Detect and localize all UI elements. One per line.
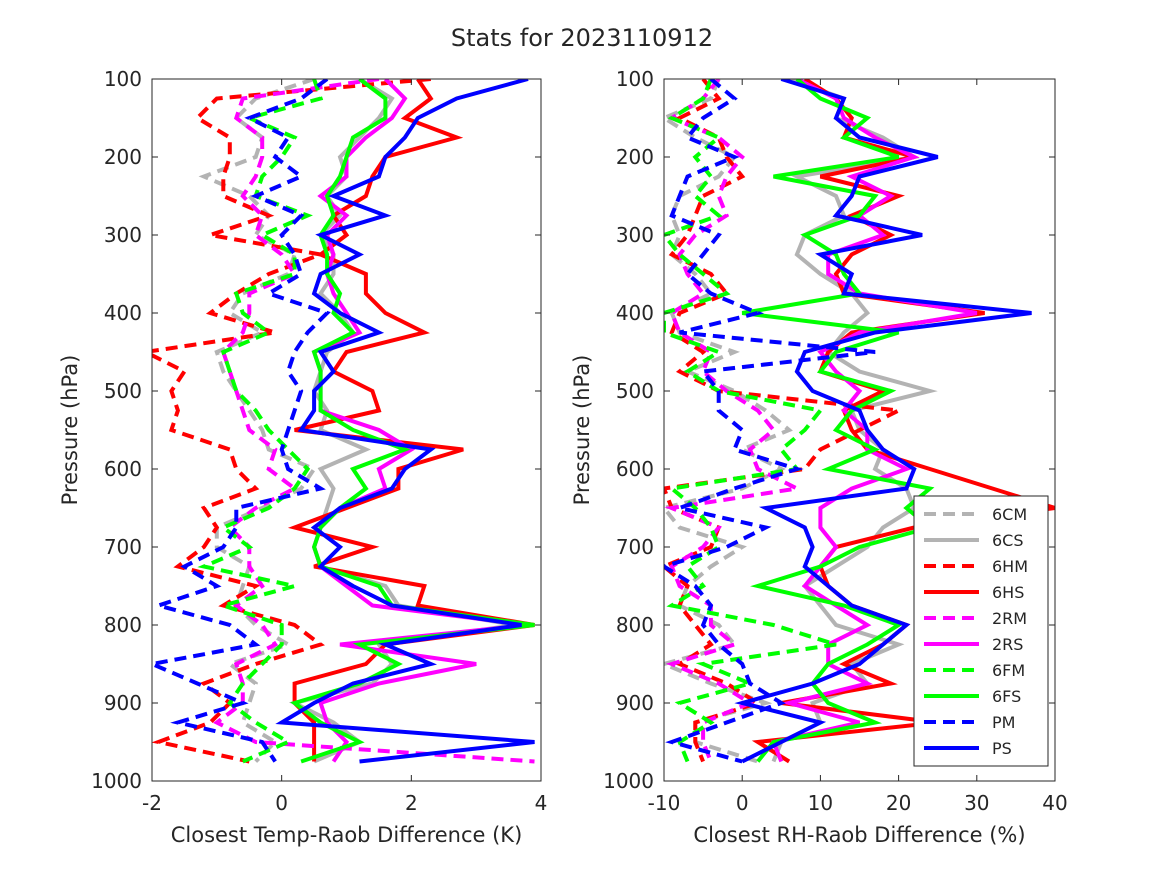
series-line-6fs — [741, 79, 935, 763]
legend-label: 6CM — [992, 505, 1027, 524]
y-tick-label: 200 — [616, 145, 654, 169]
legend-item-pm: PM — [924, 713, 1015, 732]
axes-box — [663, 78, 1056, 782]
series-line-2rs — [770, 79, 978, 763]
series-lines — [152, 79, 535, 764]
legend: 6CM 6CS 6HM 6HS 2RM 2RS 6FM 6FS PM PS — [913, 495, 1049, 767]
series-line-pm — [152, 79, 331, 763]
x-tick-label: -10 — [648, 791, 681, 815]
legend-label: PM — [992, 713, 1015, 732]
y-tick-label: 200 — [104, 145, 142, 169]
y-tick-label: 1000 — [603, 769, 654, 793]
legend-label: 2RM — [992, 609, 1027, 628]
axes-box — [151, 78, 542, 782]
y-tick-label: 700 — [104, 535, 142, 559]
legend-label: 6HS — [992, 583, 1024, 602]
legend-item-6hm: 6HM — [924, 557, 1028, 576]
legend-item-2rm: 2RM — [924, 609, 1027, 628]
rh-difference-plot: -10 0 10 20 30 40 100 200 300 400 500 600 700 800 900 1… — [570, 67, 1068, 847]
y-tick-label: 100 — [616, 67, 654, 91]
legend-label: 6CS — [992, 531, 1024, 550]
series-line-6hm — [664, 79, 906, 763]
y-tick-label: 300 — [616, 223, 654, 247]
legend-item-6cm: 6CM — [924, 505, 1027, 524]
y-tick-label: 400 — [104, 301, 142, 325]
x-tick-label: 30 — [964, 791, 989, 815]
x-tick-label: 40 — [1042, 791, 1067, 815]
y-tick-label: 600 — [104, 457, 142, 481]
y-axis-label: Pressure (hPa) — [570, 355, 594, 506]
y-tick-label: 800 — [616, 613, 654, 637]
temp-difference-plot: -2 0 2 4 100 200 300 400 500 600 700 800 900 1000 Clos… — [58, 67, 547, 847]
series-line-6fs — [290, 79, 535, 764]
legend-label: 6FM — [992, 661, 1025, 680]
series-line-ps — [275, 79, 535, 764]
legend-item-ps: PS — [924, 739, 1012, 758]
series-lines — [664, 79, 1055, 764]
y-tick-label: 700 — [616, 535, 654, 559]
x-axis-label: Closest Temp-Raob Difference (K) — [171, 823, 523, 847]
x-tick-label: -2 — [142, 791, 162, 815]
y-tick-label: 300 — [104, 223, 142, 247]
x-tick-label: 0 — [275, 791, 288, 815]
series-line-2rm — [213, 79, 535, 764]
series-line-6fm — [664, 79, 837, 763]
legend-item-6hs: 6HS — [924, 583, 1024, 602]
x-tick-label: 0 — [736, 791, 749, 815]
y-tick-label: 500 — [616, 379, 654, 403]
legend-item-6fs: 6FS — [924, 687, 1021, 706]
legend-item-6fm: 6FM — [924, 661, 1025, 680]
x-tick-label: 4 — [535, 791, 548, 815]
y-tick-label: 500 — [104, 379, 142, 403]
y-tick-label: 900 — [104, 691, 142, 715]
y-tick-label: 1000 — [91, 769, 142, 793]
figure-title: Stats for 2023110912 — [451, 24, 713, 52]
legend-label: 6HM — [992, 557, 1028, 576]
x-tick-label: 10 — [808, 791, 833, 815]
y-tick-label: 900 — [616, 691, 654, 715]
legend-item-2rs: 2RS — [924, 635, 1023, 654]
legend-label: 6FS — [992, 687, 1021, 706]
legend-box — [913, 495, 1049, 767]
series-line-6fm — [197, 79, 324, 764]
x-tick-label: 2 — [405, 791, 418, 815]
y-axis-label: Pressure (hPa) — [58, 355, 82, 506]
x-tick-label: 20 — [886, 791, 911, 815]
series-line-ps — [734, 79, 1032, 764]
legend-item-6cs: 6CS — [924, 531, 1024, 550]
y-tick-label: 400 — [616, 301, 654, 325]
x-axis-label: Closest RH-Raob Difference (%) — [693, 823, 1025, 847]
y-tick-label: 600 — [616, 457, 654, 481]
series-line-pm — [664, 79, 876, 764]
y-tick-label: 800 — [104, 613, 142, 637]
legend-label: PS — [992, 739, 1012, 758]
y-tick-label: 100 — [104, 67, 142, 91]
legend-label: 2RS — [992, 635, 1023, 654]
